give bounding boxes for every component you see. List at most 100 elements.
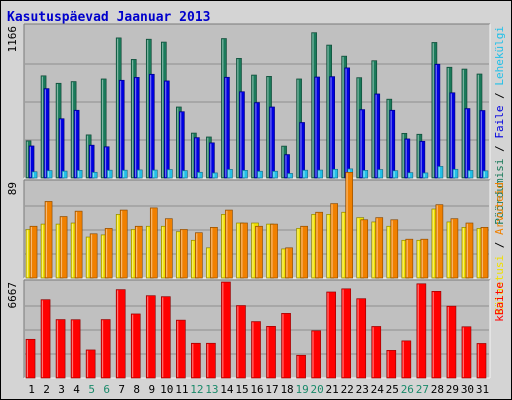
bar-middle-Arvuteid-day-21 [330,203,338,279]
x-tick-label-day-7: 7 [118,383,125,396]
legend-item-kBaite: kBaite [493,282,506,322]
panel-middle-ymax-label: 89 [6,182,19,195]
x-tick-label-day-30: 30 [461,383,474,396]
bar-middle-Arvuteid-day-25 [390,219,399,279]
x-tick-label-day-29: 29 [446,383,459,396]
bar-highlight-bottom-kBaite-day-27 [417,284,419,378]
x-tick-label-day-16: 16 [250,383,263,396]
bar-highlight-top-Pöördumisi-day-25 [387,99,389,178]
x-tick-label-day-11: 11 [175,383,188,396]
bar-highlight-middle-Külastusi-day-19 [297,229,299,278]
bar-top-Lehekülgi-day-14 [227,169,233,179]
bar-middle-Arvuteid-day-30 [465,222,474,279]
bar-highlight-bottom-kBaite-day-7 [116,290,119,378]
bar-highlight-middle-Külastusi-day-28 [432,209,434,278]
bar-highlight-top-Faile-day-16 [255,103,257,178]
bar-top-Lehekülgi-day-10 [166,169,173,179]
bar-highlight-top-Pöördumisi-day-23 [357,78,359,178]
bar-middle-Arvuteid-day-12 [195,232,203,279]
bar-middle-Arvuteid-day-9 [149,207,158,279]
bar-middle-Arvuteid-day-3 [59,216,68,279]
bar-highlight-top-Lehekülgi-day-8 [138,170,140,178]
bar-highlight-top-Faile-day-5 [89,145,92,178]
bar-highlight-top-Lehekülgi-day-11 [183,171,185,178]
bar-highlight-top-Lehekülgi-day-21 [333,170,335,178]
bar-top-Lehekülgi-day-8 [136,169,143,179]
x-tick-label-day-23: 23 [356,383,369,396]
bar-highlight-top-Pöördumisi-day-15 [237,59,239,178]
x-tick-label-day-22: 22 [341,383,354,396]
bar-highlight-top-Lehekülgi-day-12 [198,173,200,178]
bar-highlight-top-Faile-day-22 [345,68,347,178]
bar-top-Faile-day-20 [314,76,320,179]
bar-top-Lehekülgi-day-23 [362,170,369,179]
bar-highlight-top-Pöördumisi-day-16 [252,75,254,178]
bar-highlight-middle-Arvuteid-day-19 [301,227,303,278]
bar-bottom-kBaite-day-28 [431,291,442,379]
bar-highlight-top-Pöördumisi-day-30 [462,69,464,178]
bar-bottom-kBaite-day-30 [461,326,472,379]
bar-top-Lehekülgi-day-20 [317,169,323,179]
bar-highlight-bottom-kBaite-day-17 [267,327,269,378]
bar-highlight-top-Lehekülgi-day-7 [122,170,125,178]
bar-highlight-bottom-kBaite-day-30 [462,327,464,378]
bar-bottom-kBaite-day-31 [476,343,487,379]
bar-highlight-middle-Arvuteid-day-3 [60,217,63,278]
x-tick-label-day-28: 28 [431,383,444,396]
bar-top-Lehekülgi-day-25 [392,170,399,179]
bar-bottom-kBaite-day-29 [446,305,457,379]
bar-top-Faile-day-10 [163,80,170,179]
legend-separator: / [493,86,506,106]
bar-middle-Arvuteid-day-4 [74,210,83,279]
legend-item-Külastusi: Külastusi [493,255,506,315]
bar-bottom-kBaite-day-19 [296,354,306,379]
bar-highlight-middle-Arvuteid-day-7 [120,210,123,278]
bar-top-Faile-day-13 [209,142,215,179]
bar-bottom-kBaite-day-5 [85,349,96,379]
bar-bottom-kBaite-day-20 [311,330,321,379]
bar-bottom-kBaite-day-2 [40,299,51,379]
bar-middle-Arvuteid-day-20 [315,211,323,279]
x-tick-label-day-10: 10 [160,383,173,396]
bar-highlight-middle-Külastusi-day-27 [417,241,419,278]
bar-bottom-kBaite-day-13 [206,342,216,379]
bar-top-Faile-day-25 [389,109,396,179]
bar-highlight-top-Faile-day-6 [104,147,107,178]
bar-bottom-kBaite-day-16 [251,321,261,379]
bar-highlight-top-Faile-day-23 [360,110,362,178]
bar-top-Lehekülgi-day-21 [332,168,338,179]
bar-highlight-bottom-kBaite-day-12 [192,344,194,378]
bar-highlight-top-Faile-day-1 [29,146,31,178]
bar-highlight-middle-Arvuteid-day-10 [166,219,168,278]
bar-highlight-middle-Külastusi-day-18 [282,249,284,278]
bar-top-Faile-day-28 [434,63,441,179]
bar-highlight-top-Lehekülgi-day-18 [288,174,290,178]
bar-highlight-top-Faile-day-12 [195,138,197,178]
bar-bottom-kBaite-day-27 [416,283,427,379]
bar-highlight-middle-Arvuteid-day-5 [90,234,93,278]
legend-item-Faile: Faile [493,105,506,138]
bar-top-Faile-day-26 [404,138,411,179]
legend-separator: / [493,139,506,159]
bar-highlight-middle-Arvuteid-day-2 [45,202,48,278]
bar-highlight-middle-Arvuteid-day-31 [481,228,483,278]
bar-top-Faile-day-5 [88,144,95,179]
bar-top-Lehekülgi-day-12 [197,171,203,179]
bar-highlight-bottom-kBaite-day-16 [252,322,254,378]
bar-top-Faile-day-27 [419,140,426,179]
bar-top-Faile-day-15 [239,91,245,179]
bar-highlight-top-Faile-day-7 [119,81,122,178]
bar-highlight-middle-Arvuteid-day-26 [406,239,408,278]
bar-highlight-top-Lehekülgi-day-2 [47,171,50,178]
bar-middle-Arvuteid-day-2 [44,201,53,279]
x-tick-label-day-19: 19 [295,383,308,396]
bar-bottom-kBaite-day-21 [326,291,336,379]
bar-top-Faile-day-19 [299,122,305,179]
bar-highlight-top-Lehekülgi-day-31 [483,171,485,178]
bar-highlight-bottom-kBaite-day-24 [372,327,374,378]
bar-highlight-middle-Arvuteid-day-4 [75,211,78,278]
x-tick-label-day-12: 12 [190,383,203,396]
bar-highlight-middle-Külastusi-day-5 [86,237,89,278]
bar-highlight-top-Lehekülgi-day-6 [107,170,110,178]
bar-bottom-kBaite-day-22 [341,288,352,379]
